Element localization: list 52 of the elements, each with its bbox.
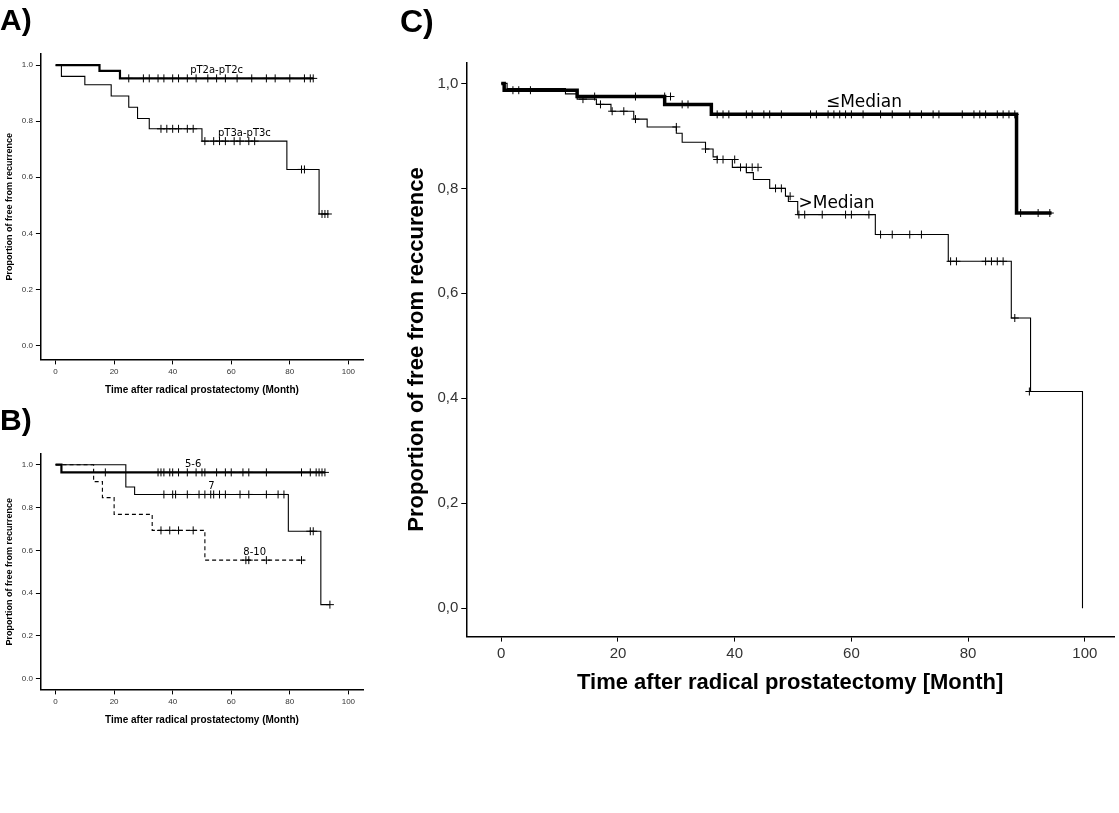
y-tick-label: 0,6 (437, 283, 459, 301)
series-label: 8-10 (243, 545, 267, 557)
x-tick-label: 40 (726, 643, 744, 661)
x-axis-title: Time after radical prostatectomy [Month] (577, 668, 1004, 694)
y-axis-title: Proportion of free from reccurence (403, 167, 429, 532)
x-tick-label: 60 (843, 643, 860, 661)
y-tick-label: 1.0 (21, 60, 34, 70)
chart-title: B) (0, 403, 32, 437)
y-tick-label: 1,0 (437, 73, 459, 91)
y-tick-label: 0.6 (21, 172, 34, 182)
y-tick-label: 0.0 (21, 673, 34, 683)
y-tick-label: 0.2 (21, 284, 34, 294)
y-tick-label: 0.8 (21, 502, 34, 512)
y-axis-title: Proportion of free from recurrence (3, 132, 14, 281)
x-tick-label: 40 (168, 697, 178, 707)
series-label: pT2a-pT2c (190, 63, 244, 75)
y-axis-title: Proportion of free from recurrence (3, 497, 14, 646)
x-tick-label: 80 (285, 697, 295, 707)
y-tick-label: 0.2 (21, 631, 34, 641)
x-tick-label: 40 (168, 367, 178, 377)
x-tick-label: 20 (109, 697, 120, 707)
y-tick-label: 0.0 (21, 340, 34, 350)
y-tick-label: 0,2 (437, 493, 459, 511)
x-tick-label: 100 (1072, 643, 1098, 661)
series-label: pT3a-pT3c (217, 126, 271, 138)
x-tick-label: 60 (226, 367, 237, 377)
y-tick-label: 0.4 (21, 588, 34, 598)
series-label: >Median (798, 191, 875, 212)
x-axis-title: Time after radical prostatectomy (Month) (105, 383, 299, 395)
series-label: ≤Median (825, 91, 902, 112)
x-tick-label: 100 (341, 367, 356, 377)
x-tick-label: 100 (341, 697, 356, 707)
chart-title: A) (0, 3, 32, 37)
y-tick-label: 0.8 (21, 116, 34, 126)
y-tick-label: 1.0 (21, 459, 34, 469)
x-tick-label: 80 (959, 643, 977, 661)
x-tick-label: 20 (609, 643, 627, 661)
series-label: 7 (208, 480, 215, 492)
x-tick-label: 0 (497, 643, 506, 661)
chart-title: C) (400, 3, 434, 40)
y-tick-label: 0,0 (437, 598, 459, 616)
y-tick-label: 0.6 (21, 545, 34, 555)
x-tick-label: 60 (226, 697, 237, 707)
x-axis-title: Time after radical prostatectomy (Month) (105, 713, 299, 725)
y-tick-label: 0.4 (21, 228, 34, 238)
series-label: 5-6 (185, 458, 202, 469)
x-tick-label: 20 (109, 367, 120, 377)
y-tick-label: 0,8 (437, 178, 459, 196)
x-tick-label: 0 (53, 367, 59, 377)
x-tick-label: 0 (53, 697, 59, 707)
y-tick-label: 0,4 (437, 388, 459, 406)
x-tick-label: 80 (285, 367, 295, 377)
